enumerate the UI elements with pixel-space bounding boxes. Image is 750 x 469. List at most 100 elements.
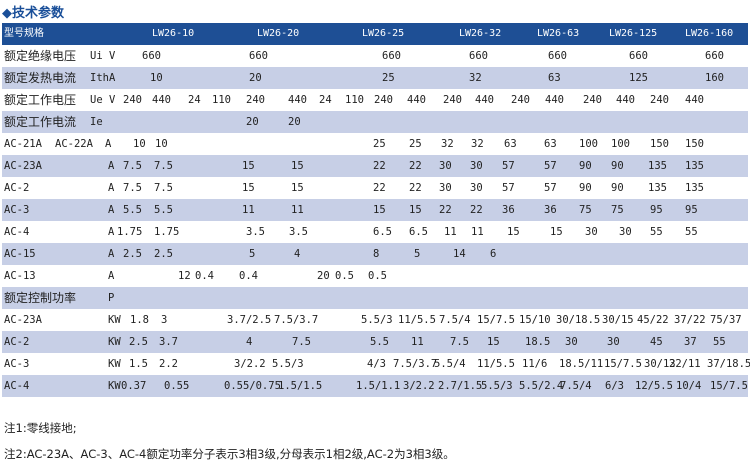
table-cell: 2.7/1.5	[438, 380, 483, 392]
table-cell: 660	[548, 50, 567, 62]
section-title: ◆技术参数	[2, 6, 64, 21]
table-cell: AC-22A	[55, 138, 93, 150]
table-cell: 90	[611, 160, 624, 172]
table-cell: Ue V	[90, 94, 116, 106]
table-row: 额定发热电流 IthA 10 20 25 32 63 125 160	[2, 67, 748, 89]
table-cell: 135	[685, 160, 704, 172]
table-cell: 5.5	[154, 204, 173, 216]
table-cell: 24	[319, 94, 332, 106]
table-cell: 7.5	[123, 182, 142, 194]
table-cell: 110	[345, 94, 364, 106]
table-cell: 90	[579, 160, 592, 172]
table-cell: 30	[439, 160, 452, 172]
table-cell: 440	[616, 94, 635, 106]
table-cell: 0.37	[121, 380, 147, 392]
table-cell: 7.5	[450, 336, 469, 348]
table-cell: A	[108, 182, 115, 194]
table-cell: 3.5	[246, 226, 265, 238]
spec-table: 型号规格 LW26-10 LW26-20 LW26-25 LW26-32 LW26-63 L…	[2, 23, 750, 397]
header-cell: LW26-25	[362, 28, 405, 39]
table-cell: 5.5/3	[481, 380, 513, 392]
table-cell: 3.7	[159, 336, 178, 348]
table-cell: 20	[317, 270, 330, 282]
table-cell: A	[108, 226, 115, 238]
table-cell: 22	[409, 160, 422, 172]
table-cell: 5.5/2.4	[519, 380, 564, 392]
table-cell: 15	[242, 160, 255, 172]
table-cell: 6.5	[373, 226, 392, 238]
header-cell: LW26-10	[152, 28, 195, 39]
table-cell: A	[108, 270, 115, 282]
table-cell: 15	[507, 226, 520, 238]
row-label: 额定控制功率	[4, 291, 77, 305]
table-row: 额定控制功率 P	[2, 287, 748, 309]
table-cell: 12/5.5	[635, 380, 673, 392]
table-cell: A	[108, 248, 115, 260]
table-cell: 1.8	[130, 314, 149, 326]
table-cell: 4	[246, 336, 253, 348]
table-cell: 440	[288, 94, 307, 106]
table-cell: 22	[373, 160, 386, 172]
table-cell: 240	[650, 94, 669, 106]
table-cell: 5.5/4	[434, 358, 466, 370]
table-cell: KW	[108, 336, 121, 348]
table-cell: 10/4	[676, 380, 702, 392]
table-cell: 37	[684, 336, 697, 348]
table-cell: 3/2.2	[234, 358, 266, 370]
table-cell: 15	[409, 204, 422, 216]
table-cell: IthA	[90, 72, 116, 84]
table-cell: 7.5	[154, 160, 173, 172]
table-cell: 15	[373, 204, 386, 216]
row-label: AC-21A	[4, 138, 42, 150]
table-cell: 22/11	[669, 358, 701, 370]
table-row: 额定工作电流 Ie 20 20	[2, 111, 748, 133]
table-cell: 15/10	[519, 314, 551, 326]
table-cell: 75	[579, 204, 592, 216]
table-cell: 30	[585, 226, 598, 238]
table-cell: 660	[629, 50, 648, 62]
header-cell: LW26-125	[609, 28, 658, 39]
table-cell: 7.5/3.7	[274, 314, 319, 326]
table-cell: 1.75	[154, 226, 180, 238]
row-label: AC-13	[4, 270, 36, 282]
table-cell: 15	[291, 160, 304, 172]
table-cell: 2.5	[154, 248, 173, 260]
table-cell: 660	[249, 50, 268, 62]
table-cell: 30/18.5	[556, 314, 601, 326]
table-row: 额定绝缘电压 Ui V 660 660 660 660 660 660 660	[2, 45, 748, 67]
table-cell: 135	[648, 160, 667, 172]
table-cell: A	[105, 138, 112, 150]
row-label: AC-15	[4, 248, 36, 260]
table-cell: 2.5	[123, 248, 142, 260]
row-label: AC-3	[4, 358, 30, 370]
table-cell: 30	[619, 226, 632, 238]
table-cell: 75/37	[710, 314, 742, 326]
row-label: AC-3	[4, 204, 30, 216]
table-cell: 7.5	[123, 160, 142, 172]
table-cell: 20	[249, 72, 262, 84]
table-cell: 135	[685, 182, 704, 194]
table-cell: 0.55	[164, 380, 190, 392]
table-cell: 6.5	[409, 226, 428, 238]
table-cell: 440	[152, 94, 171, 106]
table-cell: 7.5/4	[560, 380, 592, 392]
table-cell: 8	[373, 248, 380, 260]
table-cell: 15/7.5	[477, 314, 515, 326]
table-cell: 55	[650, 226, 663, 238]
table-cell: 57	[502, 160, 515, 172]
table-cell: 30	[470, 182, 483, 194]
table-cell: 0.5	[335, 270, 354, 282]
table-cell: 30	[565, 336, 578, 348]
table-cell: Ui V	[90, 50, 116, 62]
table-cell: 1.5/1.1	[356, 380, 401, 392]
table-cell: 55	[713, 336, 726, 348]
table-cell: 24	[188, 94, 201, 106]
table-cell: A	[108, 160, 115, 172]
table-cell: 150	[685, 138, 704, 150]
note-1: 注1:零线接地;	[4, 421, 77, 435]
table-row: AC-2 A 7.5 7.5 15 15 22 22 30 30 57 57 90 90 135 135	[2, 177, 748, 199]
table-cell: 10	[155, 138, 168, 150]
table-cell: 440	[685, 94, 704, 106]
table-cell: 12	[178, 270, 191, 282]
table-cell: 11/5.5	[477, 358, 515, 370]
